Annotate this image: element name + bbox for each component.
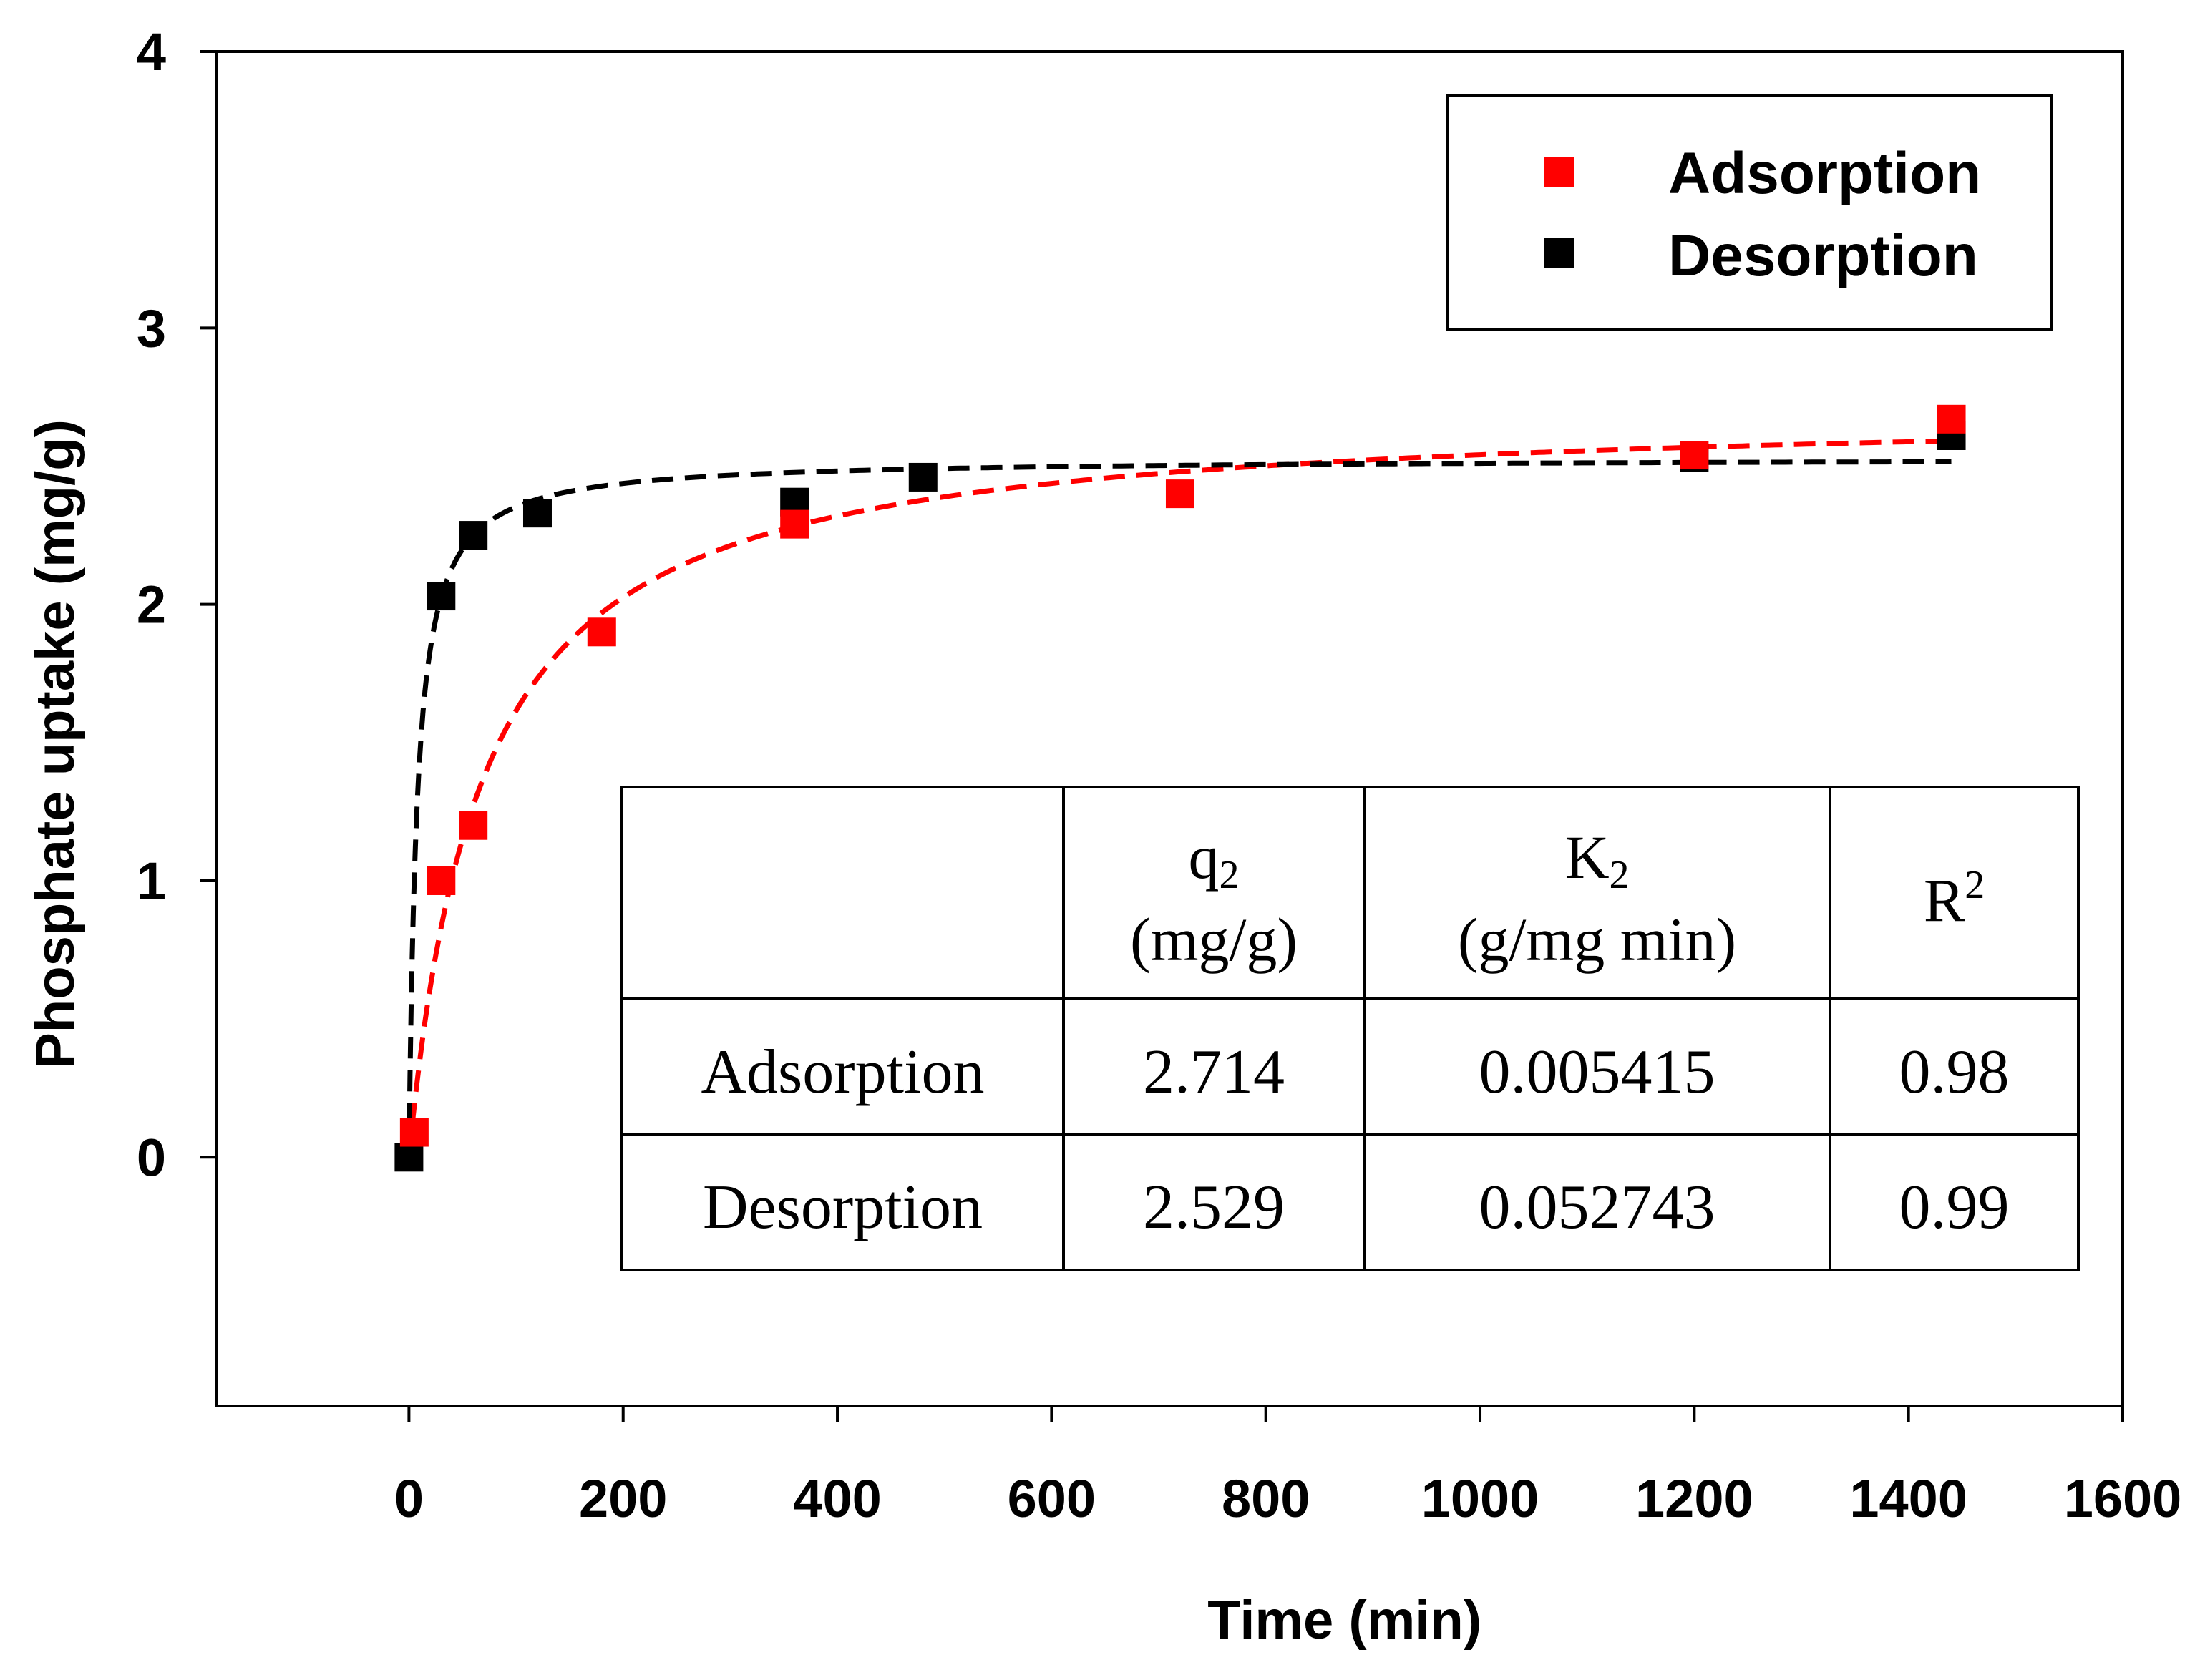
table-header-q2: q2 (1189, 823, 1240, 897)
table-header-k2: K2 (1564, 823, 1629, 897)
y-tick-label: 4 (137, 22, 166, 82)
x-tick-label: 1600 (2064, 1469, 2182, 1528)
data-markers (394, 404, 1966, 1172)
marker-desorption (522, 499, 552, 528)
table-grid-lines (622, 787, 2078, 1270)
table-cell-desorption-r2: 0.99 (1899, 1173, 2010, 1242)
x-tick-label: 0 (394, 1469, 424, 1528)
y-tick-label: 0 (137, 1128, 166, 1187)
legend: Adsorption Desorption (1446, 94, 2053, 331)
kinetic-parameter-table: q2 (mg/g) K2 (g/mg min) R2 Adsorption 2.… (620, 786, 2080, 1271)
table-header-q2-unit: (mg/g) (1130, 905, 1298, 974)
table-header-k2-unit: (g/mg min) (1458, 905, 1736, 974)
k2-subscript: 2 (1610, 853, 1630, 897)
legend-label-desorption: Desorption (1668, 223, 1978, 288)
x-tick-label: 1200 (1635, 1469, 1753, 1528)
x-tick-label: 200 (579, 1469, 667, 1528)
marker-adsorption (587, 617, 616, 647)
marker-desorption (459, 521, 488, 550)
marker-adsorption (1937, 404, 1966, 434)
marker-adsorption (427, 866, 456, 895)
y-tick-label: 3 (137, 298, 166, 358)
marker-desorption (394, 1143, 424, 1172)
table-cell-desorption-k2: 0.052743 (1479, 1173, 1715, 1242)
table-cell-adsorption-q2: 2.714 (1143, 1037, 1285, 1107)
legend-box (1446, 94, 2053, 331)
x-tick-label: 600 (1008, 1469, 1096, 1528)
legend-marker-adsorption (1544, 157, 1574, 187)
r2-symbol: R (1924, 866, 1965, 934)
legend-label-adsorption: Adsorption (1668, 141, 1981, 206)
table-cell-adsorption-r2: 0.98 (1899, 1037, 2010, 1107)
legend-marker-desorption (1544, 238, 1574, 268)
x-tick-label: 400 (793, 1469, 881, 1528)
x-tick-label: 1000 (1421, 1469, 1539, 1528)
marker-adsorption (1680, 441, 1709, 470)
marker-desorption (427, 582, 456, 611)
table-cell-desorption-label: Desorption (703, 1173, 983, 1242)
marker-desorption (908, 462, 938, 492)
table-cell-adsorption-k2: 0.005415 (1479, 1037, 1715, 1107)
marker-adsorption (780, 509, 809, 539)
r2-superscript: 2 (1965, 863, 1985, 907)
table-header-r2: R2 (1924, 863, 1985, 934)
k2-symbol: K (1564, 823, 1609, 892)
table-cell-desorption-q2: 2.529 (1143, 1173, 1285, 1242)
q2-subscript: 2 (1220, 853, 1240, 897)
q2-symbol: q (1189, 823, 1220, 892)
x-tick-label: 800 (1222, 1469, 1310, 1528)
y-tick-label: 1 (137, 851, 166, 911)
table-border (620, 786, 2080, 1271)
x-axis-title: Time (min) (1207, 1590, 1481, 1651)
plot-frame (215, 50, 2124, 1407)
x-tick-label: 1400 (1849, 1469, 1967, 1528)
fit-curve-adsorption (406, 438, 1952, 1158)
y-axis-title: Phosphate uptake (mg/g) (25, 419, 86, 1069)
marker-adsorption (1165, 479, 1194, 509)
table-cell-adsorption-label: Adsorption (701, 1037, 985, 1107)
y-tick-label: 2 (137, 575, 166, 635)
marker-adsorption (399, 1118, 429, 1147)
marker-adsorption (459, 811, 488, 840)
axis-ticks: 0 200 400 600 800 1000 1200 1400 1600 0 1 2 3 4 (137, 22, 2181, 1528)
